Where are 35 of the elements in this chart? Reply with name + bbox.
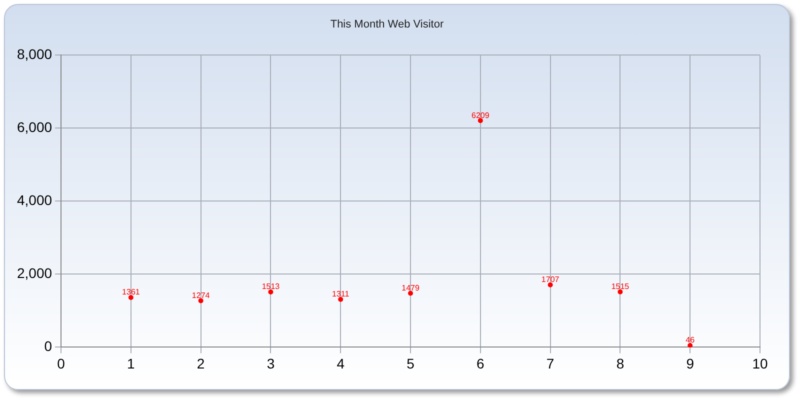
x-tick-label: 6 xyxy=(476,355,485,372)
y-tick-label: 8,000 xyxy=(16,46,52,62)
x-tick-label: 9 xyxy=(686,355,694,372)
x-tick-label: 4 xyxy=(336,355,345,372)
x-tick-label: 5 xyxy=(406,355,415,372)
x-tick-label: 3 xyxy=(266,355,275,372)
x-tick-label: 7 xyxy=(546,355,554,372)
x-tick-label: 1 xyxy=(127,355,136,372)
point xyxy=(478,118,483,124)
x-tick-label: 0 xyxy=(57,355,66,372)
x-tick-label: 8 xyxy=(616,355,624,372)
point xyxy=(338,296,344,302)
data-label: 1479 xyxy=(402,283,420,292)
point xyxy=(548,282,553,288)
data-label: 46 xyxy=(686,336,696,345)
y-tick-label: 6,000 xyxy=(16,119,52,136)
data-label: 1513 xyxy=(262,282,280,292)
point xyxy=(408,290,414,296)
data-label: 1707 xyxy=(541,275,560,284)
data-label: 6209 xyxy=(472,110,490,120)
data-label: 1515 xyxy=(611,282,630,292)
data-label: 1311 xyxy=(332,290,350,299)
x-tick-label: 2 xyxy=(196,355,205,372)
point xyxy=(198,298,204,304)
x-tick-label: 10 xyxy=(752,355,768,372)
point xyxy=(618,289,623,294)
y-tick-label: 0 xyxy=(44,338,52,354)
point xyxy=(688,343,693,348)
y-tick-label: 2,000 xyxy=(16,265,52,282)
point xyxy=(268,289,274,294)
point xyxy=(128,295,134,300)
y-tick-label: 4,000 xyxy=(16,192,52,208)
data-label: 1274 xyxy=(192,290,210,300)
chart-title: This Month Web Visitor xyxy=(330,18,444,31)
data-label: 1361 xyxy=(122,288,140,297)
